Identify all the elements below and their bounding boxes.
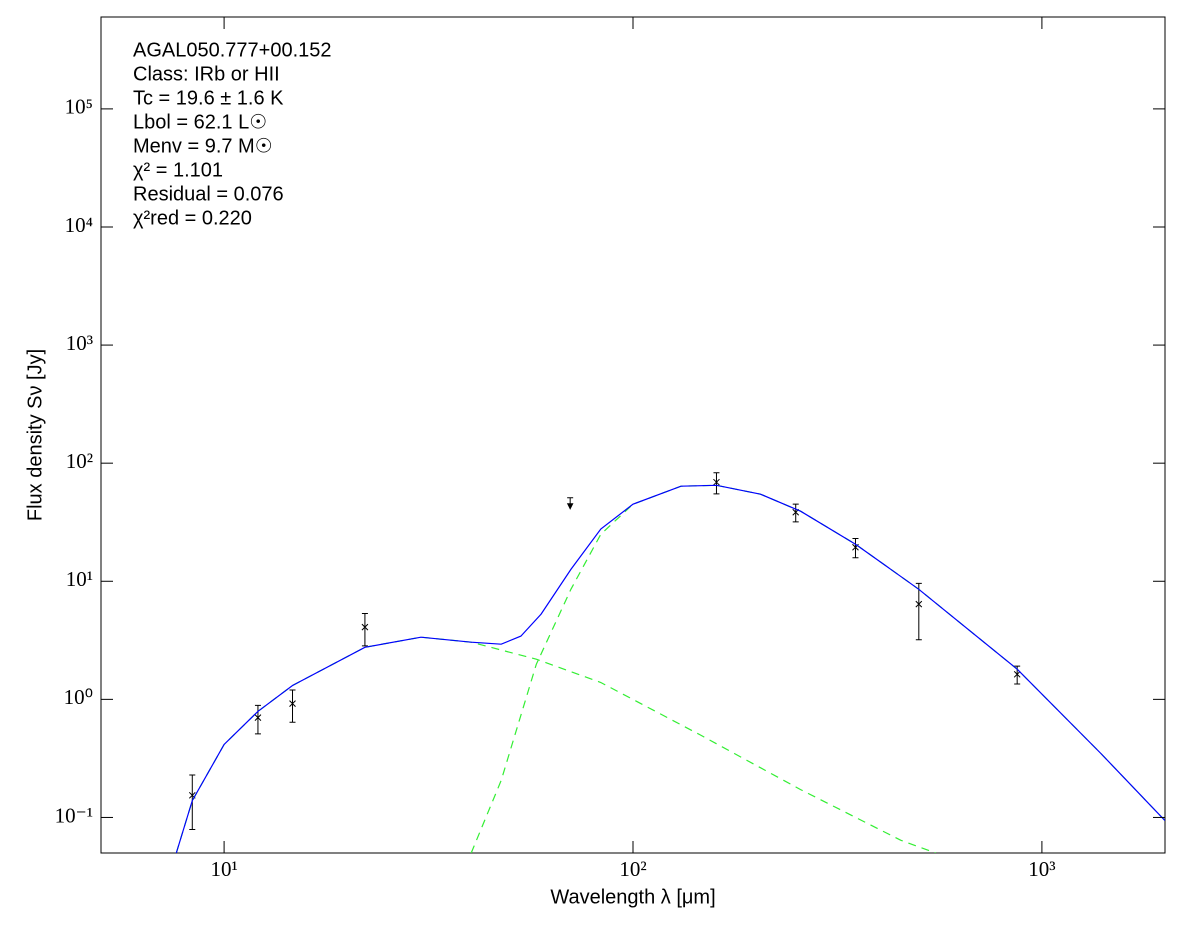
- y-tick-label: 10⁻¹: [55, 803, 93, 827]
- error-bar: [852, 538, 859, 559]
- annotation: Lbol = 62.1 L☉: [133, 111, 267, 133]
- annotation: χ²red = 0.220: [133, 207, 252, 229]
- y-tick-label: 10⁵: [65, 95, 93, 119]
- y-tick-label: 10⁰: [64, 685, 93, 709]
- x-axis-label: Wavelength λ [μm]: [550, 886, 715, 908]
- annotation: AGAL050.777+00.152: [133, 39, 332, 61]
- data-point: [289, 700, 296, 707]
- data-point: [915, 600, 923, 608]
- annotation: Tc = 19.6 ± 1.6 K: [133, 87, 284, 109]
- x-tick-label: 10³: [1028, 857, 1055, 881]
- y-tick-label: 10²: [66, 449, 93, 473]
- x-tick-label: 10¹: [210, 857, 237, 881]
- error-bar: [792, 503, 799, 523]
- upper-limit: [566, 497, 574, 510]
- y-tick-label: 10¹: [66, 567, 93, 591]
- data-point: [254, 714, 262, 722]
- error-bar: [289, 689, 296, 723]
- annotation: Menv = 9.7 M☉: [133, 135, 273, 157]
- annotation: χ² = 1.101: [133, 159, 223, 181]
- y-tick-label: 10³: [66, 331, 93, 355]
- error-bar: [915, 582, 922, 641]
- annotation: Residual = 0.076: [133, 183, 284, 205]
- error-bar: [254, 704, 261, 735]
- y-axis-label: Flux density Sν [Jy]: [24, 349, 46, 521]
- error-bar: [361, 612, 368, 647]
- annotation: Class: IRb or HII: [133, 63, 280, 85]
- data-point: [361, 623, 369, 631]
- y-tick-label: 10⁴: [65, 213, 93, 237]
- data-point: [1013, 670, 1021, 678]
- x-tick-label: 10²: [619, 857, 646, 881]
- error-bar: [713, 472, 720, 495]
- model-curve: [175, 484, 1165, 853]
- plot-area: [175, 472, 1165, 853]
- data-point: [713, 478, 720, 486]
